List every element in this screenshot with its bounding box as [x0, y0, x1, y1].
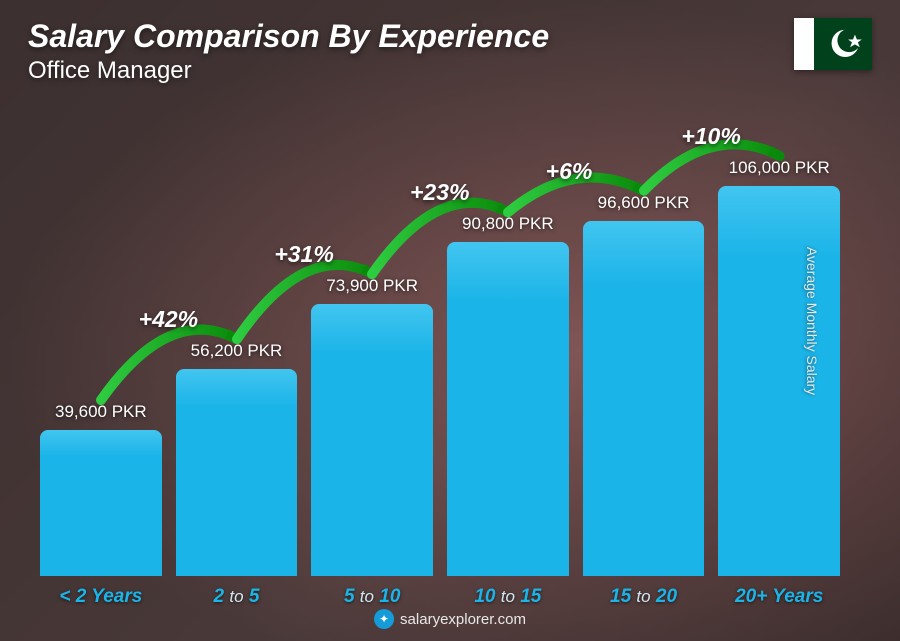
site-url: salaryexplorer.com — [400, 611, 526, 628]
page-title: Salary Comparison By Experience — [28, 18, 872, 55]
growth-label: +42% — [139, 306, 198, 333]
growth-label: +6% — [546, 158, 593, 185]
growth-label: +10% — [681, 123, 740, 150]
page-subtitle: Office Manager — [28, 57, 872, 85]
bar-category-label: 15 to 20 — [610, 586, 677, 608]
footer: salaryexplorer.com — [374, 609, 526, 629]
growth-label: +23% — [410, 179, 469, 206]
bar-category-label: 10 to 15 — [474, 586, 541, 608]
bar-category-label: 5 to 10 — [344, 586, 400, 608]
pakistan-flag-icon — [794, 18, 872, 70]
flag-stripe-white — [794, 18, 814, 70]
bar-category-label: 2 to 5 — [214, 586, 260, 608]
growth-label: +31% — [274, 241, 333, 268]
bar-category-label: 20+ Years — [735, 586, 823, 608]
bar-group: 96,600 PKR15 to 20 — [583, 221, 705, 576]
flag-field-green — [814, 18, 873, 70]
y-axis-label: Average Monthly Salary — [804, 246, 820, 394]
header: Salary Comparison By Experience Office M… — [28, 18, 872, 85]
bar: 96,600 PKR15 to 20 — [583, 221, 705, 576]
bar-category-label: < 2 Years — [59, 586, 142, 608]
site-logo-icon — [374, 609, 394, 629]
